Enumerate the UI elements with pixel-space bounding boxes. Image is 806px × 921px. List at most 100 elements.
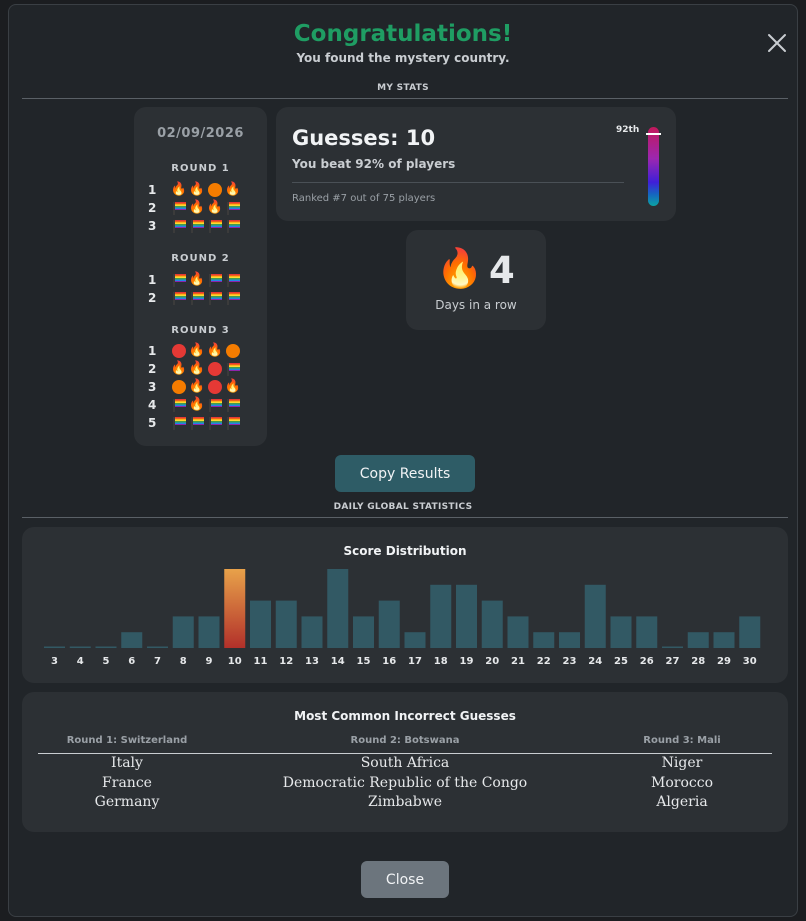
red-circle-icon — [206, 360, 224, 378]
chart-bar — [559, 632, 580, 648]
section-title-global-stats: DAILY GLOBAL STATISTICS — [333, 502, 473, 512]
round-row: 2 — [148, 289, 242, 307]
chart-bar — [687, 632, 709, 648]
rainbow-flag-icon — [224, 414, 242, 432]
chart-bar — [610, 616, 632, 648]
fire-icon: 🔥 — [436, 246, 484, 290]
rainbow-flag-icon — [224, 289, 242, 307]
chart-bar — [507, 616, 529, 648]
rainbow-flag-icon — [224, 396, 242, 414]
rainbow-flag-icon — [224, 217, 242, 235]
fire-icon: 🔥 — [170, 182, 188, 197]
chart-bar — [301, 616, 323, 648]
fire-icon: 🔥 — [188, 272, 206, 287]
chart-bar — [147, 646, 168, 648]
fire-icon: 🔥 — [188, 182, 206, 197]
chart-bar — [636, 616, 658, 648]
close-icon[interactable] — [765, 31, 789, 55]
x-tick-label: 18 — [434, 656, 448, 667]
row-number: 3 — [148, 380, 157, 394]
score-distribution-chart: 3 4 5 6 7 8 9 10 11 12 13 14 15 16 17 18 19 20 21 22 23 24 25 2… — [44, 569, 761, 667]
chart-bar — [172, 616, 194, 648]
results-modal: Congratulations! You found the mystery c… — [8, 4, 798, 917]
rainbow-flag-icon — [224, 360, 242, 378]
x-tick-label: 29 — [717, 656, 731, 667]
row-number: 1 — [148, 273, 157, 287]
streak-count: 4 — [489, 249, 515, 292]
rainbow-flag-icon — [188, 217, 206, 235]
x-tick-label: 8 — [180, 656, 187, 667]
list-item: Democratic Republic of the Congo — [282, 774, 528, 791]
chart-bar — [69, 646, 91, 648]
fire-icon: 🔥 — [206, 200, 224, 215]
rounds-card: 02/09/2026 ROUND 1 1 🔥 🔥 🔥 2 🔥 🔥 3 ROUND 2 1 🔥… — [134, 107, 267, 446]
rainbow-flag-icon — [206, 271, 224, 289]
row-number: 2 — [148, 362, 157, 376]
rainbow-flag-icon — [188, 289, 206, 307]
x-tick-label: 22 — [537, 656, 551, 667]
x-tick-label: 27 — [666, 656, 680, 667]
chart-bar — [198, 616, 220, 648]
incorrect-column: Round 3: Mali Niger Morocco Algeria — [620, 734, 744, 813]
rainbow-flag-icon — [188, 414, 206, 432]
row-number: 2 — [148, 291, 157, 305]
modal-title: Congratulations! — [293, 21, 513, 47]
x-tick-label: 7 — [154, 656, 161, 667]
x-tick-label: 15 — [357, 656, 371, 667]
rainbow-flag-icon — [206, 396, 224, 414]
red-circle-icon — [206, 378, 224, 396]
row-number: 1 — [148, 344, 157, 358]
red-circle-icon — [170, 342, 188, 360]
percentile-label: 92th — [616, 125, 640, 135]
list-item: Niger — [661, 755, 703, 771]
list-item: Zimbabwe — [367, 794, 443, 810]
chart-bar — [404, 632, 426, 648]
chart-bar — [662, 646, 683, 648]
chart-bar — [250, 600, 271, 648]
divider — [22, 517, 788, 518]
incorrect-guesses-card: Most Common Incorrect Guesses Round 1: S… — [22, 692, 788, 832]
chart-bar — [584, 584, 606, 648]
orange-circle-icon — [206, 181, 224, 199]
x-tick-label: 24 — [588, 656, 602, 667]
x-tick-label: 21 — [511, 656, 525, 667]
x-tick-label: 13 — [305, 656, 319, 667]
list-item: Italy — [111, 755, 143, 771]
round-row: 1 🔥 — [148, 271, 242, 289]
round-row: 2 🔥 🔥 — [148, 360, 242, 378]
guesses-count: Guesses: 10 — [292, 126, 436, 150]
x-tick-label: 3 — [51, 656, 58, 667]
chart-bar — [456, 584, 477, 648]
chart-bar — [739, 616, 761, 648]
chart-bar — [95, 646, 117, 648]
list-item: Algeria — [656, 794, 708, 810]
copy-results-button[interactable]: Copy Results — [335, 455, 475, 492]
close-button[interactable]: Close — [361, 861, 449, 898]
incorrect-column: Round 1: Switzerland Italy France German… — [62, 734, 192, 813]
rainbow-flag-icon — [206, 217, 224, 235]
x-tick-label: 25 — [614, 656, 628, 667]
column-header: Round 2: Botswana — [350, 735, 460, 746]
x-tick-label: 19 — [460, 656, 474, 667]
incorrect-guesses-title: Most Common Incorrect Guesses — [294, 709, 516, 723]
rainbow-flag-icon — [170, 396, 188, 414]
chart-bar — [713, 632, 735, 648]
x-tick-label: 16 — [382, 656, 396, 667]
chart-bar — [327, 569, 349, 648]
fire-icon: 🔥 — [206, 343, 224, 358]
game-date: 02/09/2026 — [157, 126, 244, 141]
round-row: 1 🔥 🔥 — [148, 342, 242, 360]
section-title-my-stats: MY STATS — [377, 83, 429, 93]
fire-icon: 🔥 — [170, 361, 188, 376]
x-tick-label: 30 — [743, 656, 757, 667]
chart-bar — [121, 632, 143, 648]
x-tick-label: 17 — [408, 656, 422, 667]
x-tick-label: 26 — [640, 656, 654, 667]
score-distribution-card: Score Distribution 3 4 5 6 7 8 9 10 11 12 13 14 15 16… — [22, 527, 788, 683]
round-row: 4 🔥 — [148, 396, 242, 414]
fire-icon: 🔥 — [224, 182, 242, 197]
percentile-marker — [646, 133, 661, 136]
rainbow-flag-icon — [170, 289, 188, 307]
round-row: 3 🔥 🔥 — [148, 378, 242, 396]
round-label: ROUND 3 — [171, 325, 230, 336]
